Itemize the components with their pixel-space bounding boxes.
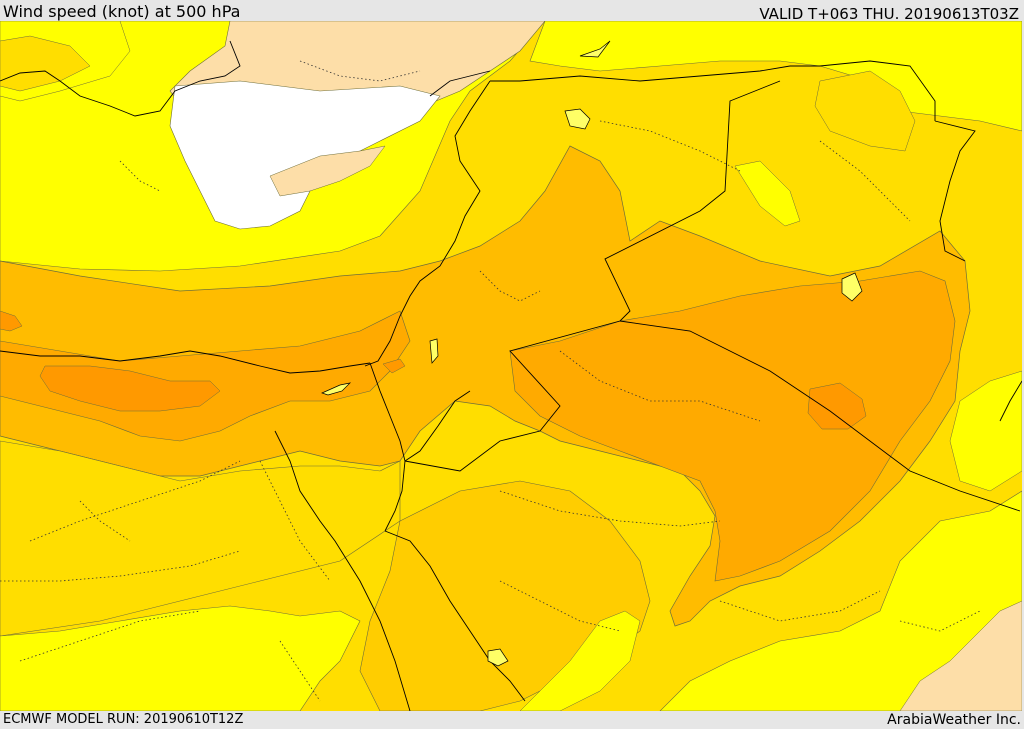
- wind-band-gold-nw: [0, 35, 91, 92]
- wind-jet-core-east: [509, 270, 956, 582]
- wind-band-yellow-south-west: [0, 605, 361, 711]
- wind-max-core-west: [39, 365, 221, 412]
- wind-band-yellow-south-center: [519, 610, 641, 711]
- valid-time-label: VALID T+063 THU. 20190613T03Z: [759, 5, 1019, 23]
- low-wind-patch: [269, 145, 386, 197]
- coastlines-and-borders: [0, 40, 1022, 711]
- wind-max-core-east: [807, 382, 867, 430]
- wind-band-yellow-east: [949, 370, 1022, 492]
- map-title: Wind speed (knot) at 500 hPa: [3, 2, 241, 21]
- low-wind-region-southeast: [899, 600, 1022, 711]
- wind-band-yellow-south-east: [659, 490, 1022, 711]
- wind-patch-yellow-oval: [734, 160, 801, 227]
- wind-patch-levant: [382, 358, 406, 374]
- wind-speed-map: [0, 21, 1022, 711]
- water-features: [321, 40, 863, 667]
- wind-patch-west-edge: [0, 310, 23, 332]
- administrative-boundaries: [0, 60, 981, 702]
- credit-label: ArabiaWeather Inc.: [887, 712, 1021, 728]
- model-run-label: ECMWF MODEL RUN: 20190610T12Z: [3, 712, 244, 727]
- wind-jet-core-west: [0, 310, 411, 442]
- wind-patch-northeast: [814, 70, 916, 152]
